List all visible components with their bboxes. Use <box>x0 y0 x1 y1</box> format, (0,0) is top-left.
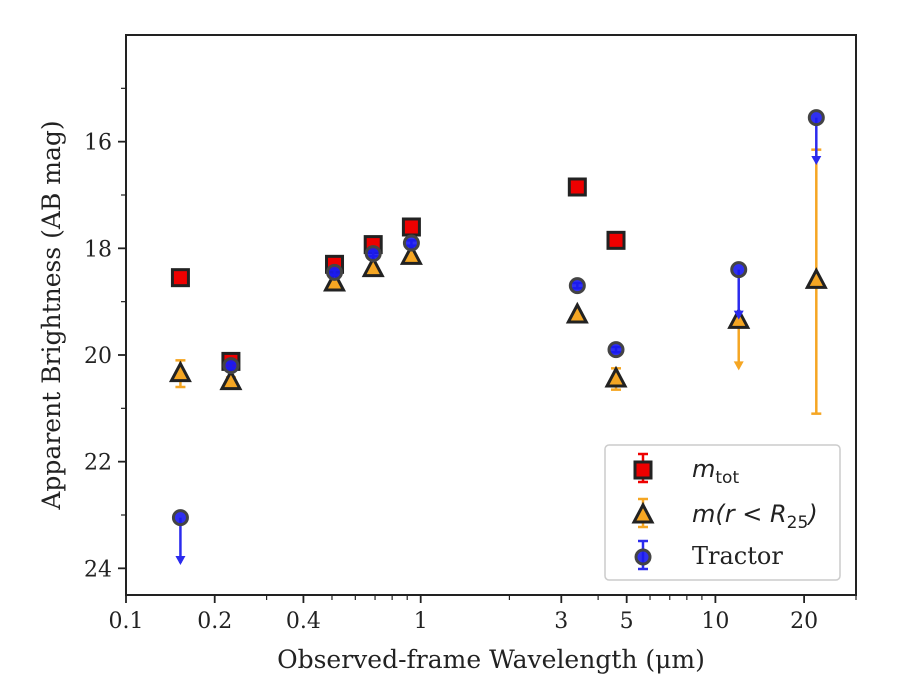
plot-frame <box>125 34 857 596</box>
upper-limit-arrow <box>733 361 744 371</box>
x-tick-label: 0.4 <box>286 609 321 634</box>
legend-label-base: R <box>770 500 787 528</box>
series-triangle <box>168 148 828 415</box>
data-point <box>606 230 626 250</box>
data-point <box>401 217 421 237</box>
legend-label: m(r < R25) <box>692 500 818 533</box>
legend-label-suffix: ) <box>806 500 817 528</box>
x-tick-label: 3 <box>554 609 568 634</box>
data-point <box>565 301 589 324</box>
legend-label-sub: tot <box>715 468 739 488</box>
data-point <box>323 269 347 292</box>
data-point <box>219 368 243 391</box>
legend-label-base: Tractor <box>692 542 783 570</box>
series-square <box>170 177 626 371</box>
data-point <box>361 255 385 278</box>
legend-label-prefix: m(r < <box>692 500 770 528</box>
series-circle <box>171 109 825 565</box>
x-tick-label: 20 <box>790 609 818 634</box>
data-point <box>567 177 587 197</box>
data-point <box>170 268 190 288</box>
legend-label-sub: 25 <box>787 513 809 533</box>
legend-label-base: m <box>692 455 715 483</box>
legend: mtot m(r < R25) Tractor <box>604 444 841 581</box>
y-tick-label: 22 <box>84 451 112 476</box>
data-point <box>804 267 828 289</box>
y-tick-label: 24 <box>84 557 112 582</box>
x-tick-label: 1 <box>414 609 428 634</box>
upper-limit-arrow <box>811 156 822 165</box>
upper-limit-arrow <box>175 556 186 565</box>
x-tick-label: 5 <box>620 609 634 634</box>
y-tick-label: 18 <box>84 237 112 262</box>
data-point <box>604 365 628 388</box>
data-point <box>402 234 420 252</box>
data-point <box>364 245 382 263</box>
data-point <box>168 360 192 383</box>
upper-limit-arrow <box>733 310 744 320</box>
y-tick-label: 20 <box>84 344 112 369</box>
data-point <box>222 357 240 375</box>
data-point <box>807 109 825 127</box>
plot-marks <box>168 109 828 565</box>
data-point <box>730 261 748 279</box>
data-point <box>171 509 189 527</box>
x-tick-label: 0.1 <box>109 609 144 634</box>
x-tick-label: 0.2 <box>197 609 232 634</box>
legend-label: mtot <box>692 455 739 488</box>
data-point <box>399 243 423 265</box>
legend-marker-triangle <box>631 501 655 524</box>
legend-marker-circle <box>634 548 652 566</box>
x-axis-label: Observed-frame Wavelength (μm) <box>277 645 705 674</box>
legend-label: Tractor <box>692 542 783 570</box>
data-point <box>568 277 586 295</box>
x-axis: 0.1 0.2 0.4 1 3 5 10 20 <box>109 595 857 634</box>
data-point <box>326 263 344 281</box>
x-tick-label: 10 <box>701 609 729 634</box>
legend-box <box>604 444 841 581</box>
data-point <box>607 341 625 359</box>
y-axis-label: Apparent Brightness (AB mag) <box>37 120 66 510</box>
y-tick-label: 16 <box>84 131 112 156</box>
y-axis: 16 18 20 22 24 <box>84 87 126 582</box>
legend-marker-square <box>633 460 653 480</box>
